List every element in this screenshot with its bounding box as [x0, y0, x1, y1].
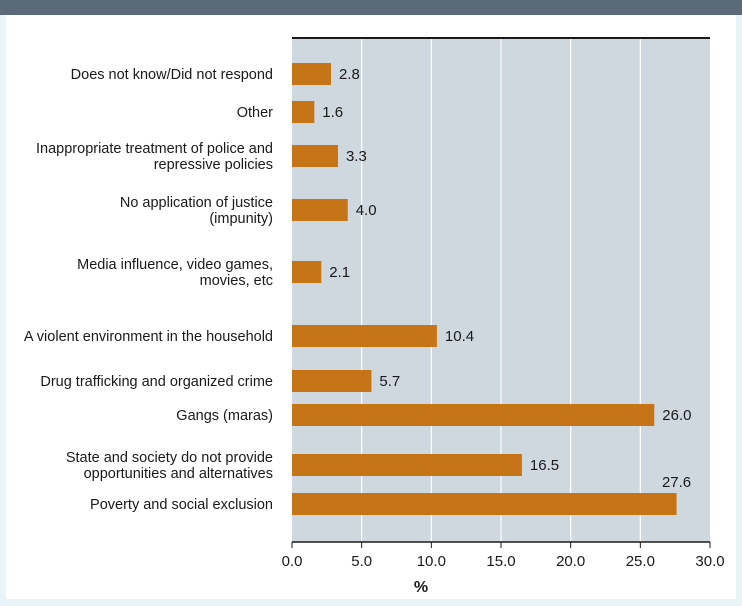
- category-label: A violent environment in the household: [24, 329, 273, 345]
- x-tick-label: 30.0: [695, 553, 724, 570]
- bar: [292, 199, 348, 221]
- bar-value-label: 10.4: [445, 328, 474, 345]
- category-label: No application of justice (impunity): [120, 195, 273, 227]
- bar-value-label: 2.8: [339, 66, 360, 83]
- bar: [292, 454, 522, 476]
- bar: [292, 101, 315, 123]
- category-label: State and society do not provide opportun…: [66, 450, 273, 482]
- x-ticks: 0.0 5.0 10.0 15.0 20.0 25.0 30.0: [282, 542, 725, 570]
- bar-value-label: 5.7: [379, 373, 400, 390]
- category-label: Poverty and social exclusion: [90, 497, 273, 513]
- bar-value-label: 3.3: [346, 148, 367, 165]
- category-label: Other: [237, 105, 273, 121]
- bar-value-label: 27.6: [662, 474, 691, 491]
- x-tick-label: 15.0: [486, 553, 515, 570]
- bars: [292, 63, 677, 515]
- category-label: Drug trafficking and organized crime: [40, 374, 273, 390]
- bar-value-label: 4.0: [356, 202, 377, 219]
- bar: [292, 370, 372, 392]
- x-tick-label: 0.0: [282, 553, 303, 570]
- x-tick-label: 10.0: [417, 553, 446, 570]
- x-axis-title: %: [414, 579, 428, 596]
- bar: [292, 261, 322, 283]
- bar: [292, 325, 437, 347]
- x-tick-label: 5.0: [351, 553, 372, 570]
- bar: [292, 493, 677, 515]
- category-label: Does not know/Did not respond: [71, 67, 273, 83]
- bar-value-label: 2.1: [329, 264, 350, 281]
- category-label: Inappropriate treatment of police and rep…: [36, 141, 273, 173]
- bar-value-label: 26.0: [662, 407, 691, 424]
- x-tick-label: 20.0: [556, 553, 585, 570]
- bar-value-label: 16.5: [530, 457, 559, 474]
- category-label: Media influence, video games, movies, etc: [77, 257, 273, 289]
- value-labels: 2.8 1.6 3.3 4.0 2.1 10.4 5.7 26.0 16.5 27.6: [322, 66, 691, 491]
- bar: [292, 404, 655, 426]
- bar: [292, 145, 338, 167]
- x-tick-label: 25.0: [626, 553, 655, 570]
- bar-value-label: 1.6: [322, 104, 343, 121]
- category-labels: Does not know/Did not respond Other Inappr…: [24, 67, 273, 513]
- category-label: Gangs (maras): [176, 408, 273, 424]
- top-rule: [0, 0, 742, 15]
- bar: [292, 63, 332, 85]
